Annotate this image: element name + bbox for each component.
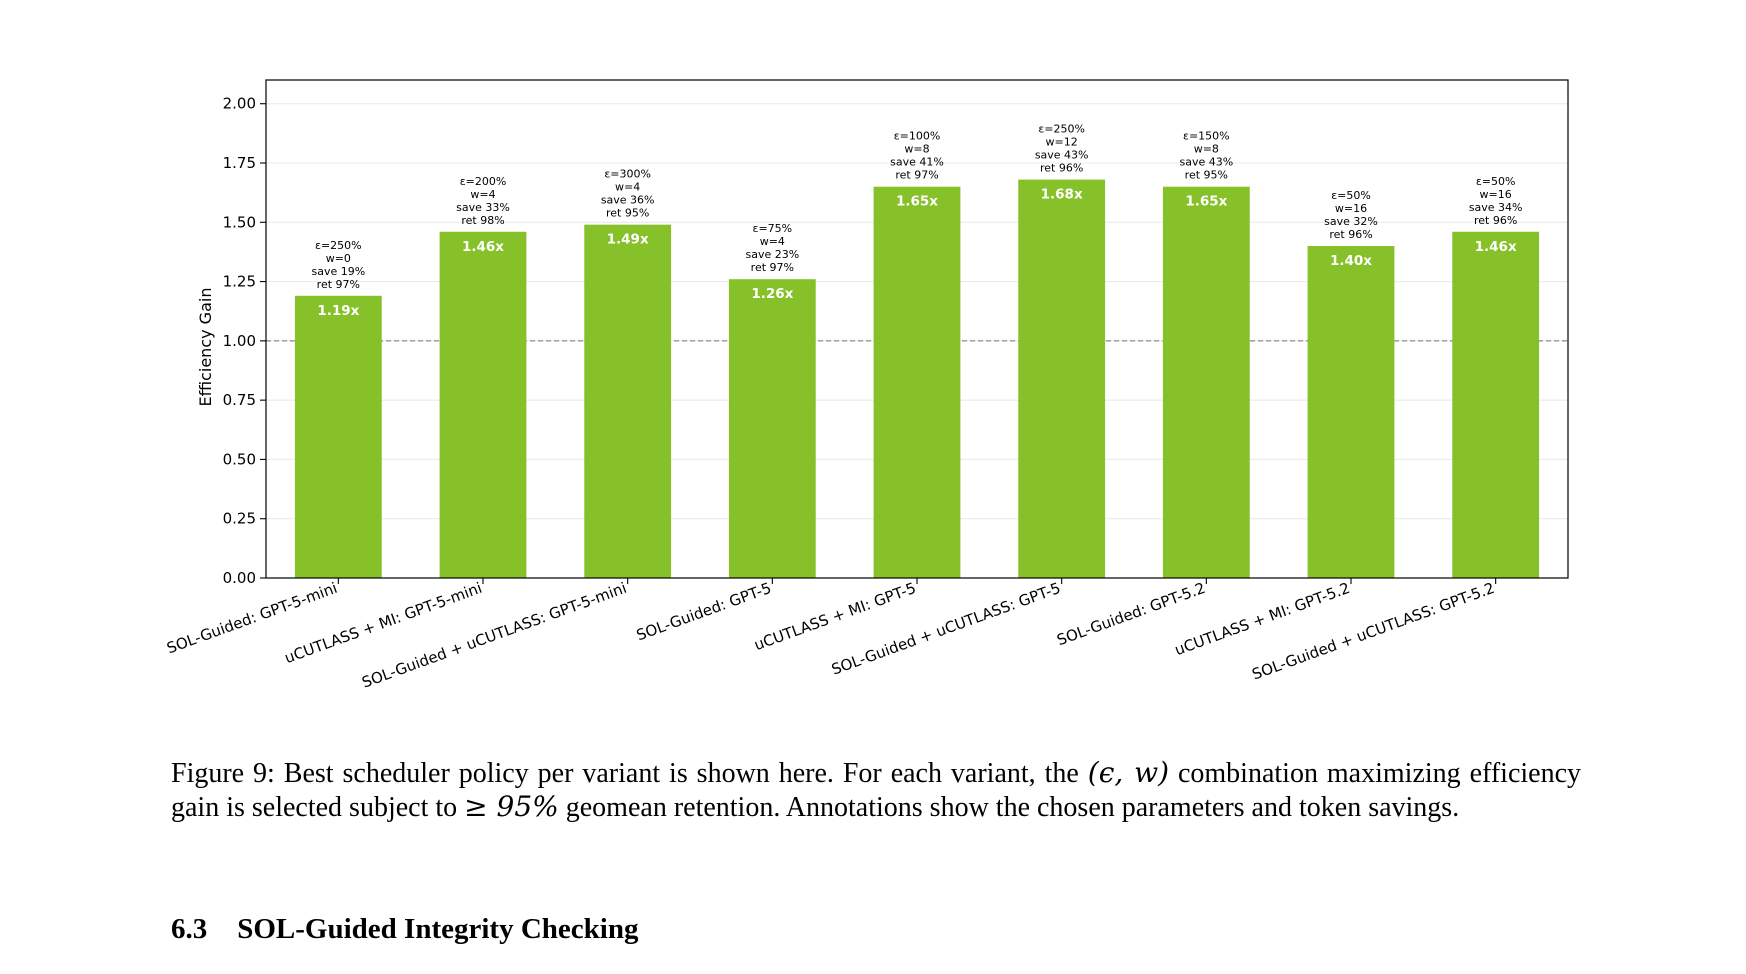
- bar-annotation: save 43%: [1035, 149, 1089, 162]
- y-tick-label: 2.00: [223, 95, 256, 113]
- caption-math-epsilon-w: (ϵ, w): [1087, 756, 1170, 789]
- figure-caption: Figure 9: Best scheduler policy per vari…: [171, 756, 1581, 824]
- bar-annotation: w=4: [470, 188, 495, 201]
- bar-value-label: 1.46x: [462, 239, 504, 255]
- bar-value-label: 1.40x: [1330, 253, 1372, 269]
- bar-annotation: ret 96%: [1474, 214, 1517, 227]
- bar-annotation: ε=75%: [753, 222, 793, 235]
- caption-text-2: combination maximizing efficiency gain i…: [171, 758, 1582, 823]
- y-tick-label: 0.25: [223, 510, 256, 528]
- bar-annotation: w=8: [904, 143, 929, 156]
- bar-annotation: ε=300%: [604, 168, 651, 181]
- bar-annotation: w=4: [760, 235, 785, 248]
- bar-value-label: 1.46x: [1475, 239, 1517, 255]
- section-heading: 6.3 SOL-Guided Integrity Checking: [171, 913, 638, 946]
- bar-value-label: 1.65x: [1185, 194, 1227, 210]
- y-axis-ticks: 0.00 0.25 0.50 0.75 1.00 1.25 1.50 1.75 2.00: [223, 95, 266, 587]
- x-tick-label: SOL-Guided + uCUTLASS: GPT-5: [829, 579, 1063, 679]
- bar: [728, 279, 816, 578]
- bar: [439, 231, 527, 578]
- bar-value-label: 1.65x: [896, 194, 938, 210]
- bar: [1018, 179, 1106, 578]
- y-axis-label: Efficiency Gain: [196, 288, 215, 407]
- bar-annotation: save 23%: [745, 248, 799, 261]
- bar: [1307, 246, 1395, 578]
- bar: [873, 186, 961, 578]
- bar-annotation: save 43%: [1179, 156, 1233, 169]
- bar-annotation: w=12: [1046, 136, 1078, 149]
- bar: [584, 224, 672, 578]
- bar: [1162, 186, 1250, 578]
- bar-value-label: 1.19x: [317, 303, 359, 319]
- bar-value-label: 1.26x: [751, 286, 793, 302]
- bar-annotation: ret 95%: [606, 207, 649, 220]
- section-title: SOL-Guided Integrity Checking: [237, 913, 639, 945]
- bar-annotation: save 41%: [890, 156, 944, 169]
- x-tick-label: SOL-Guided: GPT-5: [634, 579, 774, 645]
- y-tick-label: 0.00: [223, 569, 256, 587]
- bar-annotation: ε=150%: [1183, 130, 1230, 143]
- bar-annotation: w=16: [1480, 188, 1512, 201]
- bar-annotation: ε=50%: [1331, 189, 1371, 202]
- bar-annotation: save 33%: [456, 201, 510, 214]
- bar-annotation: ε=250%: [315, 239, 362, 252]
- bar-annotation: ret 98%: [461, 214, 504, 227]
- caption-math-threshold: ≥ 95%: [464, 790, 559, 823]
- x-tick-label: SOL-Guided + uCUTLASS: GPT-5-mini: [359, 579, 629, 692]
- bar: [294, 295, 382, 578]
- bar-annotation: ret 97%: [317, 278, 360, 291]
- bar-annotation: ε=250%: [1038, 123, 1085, 136]
- bar-annotation: save 19%: [311, 265, 365, 278]
- y-tick-label: 0.75: [223, 391, 256, 409]
- bar-annotation: ret 95%: [1185, 169, 1228, 182]
- bar-annotation: w=0: [326, 252, 351, 265]
- bar-annotation: w=8: [1194, 143, 1219, 156]
- caption-text-1: Figure 9: Best scheduler policy per vari…: [171, 758, 1088, 789]
- bar-annotation: save 36%: [601, 194, 655, 207]
- bar-annotation: ε=200%: [460, 175, 507, 188]
- bar-annotation: ε=50%: [1476, 175, 1516, 188]
- bar-annotation: save 34%: [1469, 201, 1523, 214]
- bar-annotation: ret 96%: [1329, 228, 1372, 241]
- bar-annotation: ret 96%: [1040, 162, 1083, 175]
- y-tick-label: 0.50: [223, 450, 256, 468]
- bar: [1452, 231, 1540, 578]
- bar-annotation: ε=100%: [894, 130, 941, 143]
- bar-annotation: ret 97%: [895, 169, 938, 182]
- bar-value-label: 1.49x: [607, 232, 649, 248]
- x-tick-label: SOL-Guided + uCUTLASS: GPT-5.2: [1250, 579, 1497, 684]
- y-tick-label: 1.50: [223, 213, 256, 231]
- caption-text-3: geomean retention. Annotations show the …: [558, 792, 1460, 823]
- y-tick-label: 1.75: [223, 154, 256, 172]
- bar-annotation: save 32%: [1324, 215, 1378, 228]
- section-number: 6.3: [171, 913, 208, 945]
- y-tick-label: 1.25: [223, 273, 256, 291]
- bar-annotation: ret 97%: [751, 261, 794, 274]
- bar-annotation: w=4: [615, 181, 640, 194]
- bar-value-label: 1.68x: [1041, 187, 1083, 203]
- bar-annotation: w=16: [1335, 202, 1367, 215]
- y-tick-label: 1.00: [223, 332, 256, 350]
